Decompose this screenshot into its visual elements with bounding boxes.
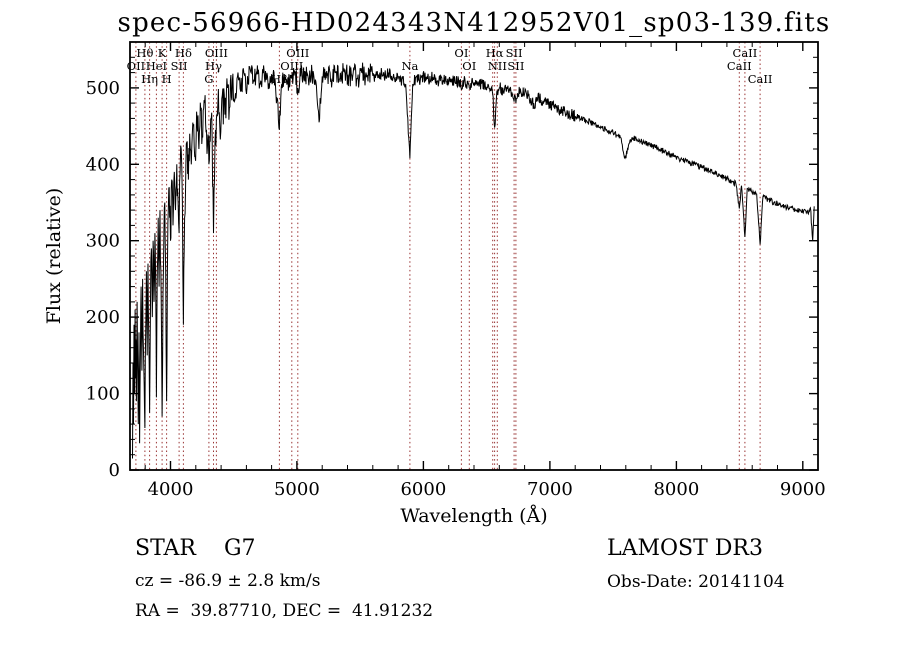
- y-tick-label: 300: [86, 231, 120, 252]
- spectral-line-label: G: [204, 72, 213, 86]
- y-tick-label: 500: [86, 78, 120, 99]
- spectral-line-label: K: [158, 46, 167, 60]
- spectral-line-label: Na: [401, 59, 418, 73]
- spectral-line-label: CaII: [733, 46, 758, 60]
- axis-tick-labels: 4000 5000 6000 7000 8000 9000 0 100 200 300 400 500: [86, 78, 826, 500]
- spectral-line-label: OIII: [286, 46, 309, 60]
- spectral-line-label: HeI: [146, 59, 167, 73]
- x-tick-label: 5000: [274, 479, 320, 500]
- x-tick-label: 4000: [148, 479, 194, 500]
- survey-label: LAMOST DR3: [607, 536, 763, 561]
- y-axis-label: Flux (relative): [43, 188, 65, 325]
- spectrum-plot-canvas: OIIHθHηHeIKHSIIHδGHγOIIIHβOIIIOIIINaOIOI…: [43, 41, 826, 527]
- ra-dec-label: RA = 39.87710, DEC = 41.91232: [135, 601, 434, 621]
- spectral-line-label: OI: [462, 59, 476, 73]
- spectral-line-label: OIII: [205, 46, 228, 60]
- spectral-line-label: OI: [454, 46, 468, 60]
- y-tick-label: 400: [86, 154, 120, 175]
- spectral-line-label: SII: [507, 59, 524, 73]
- spectrum-curve: [132, 62, 815, 459]
- spectral-line-label: Hγ: [205, 59, 222, 73]
- spectral-line-label: SII: [506, 46, 523, 60]
- x-tick-label: 7000: [527, 479, 573, 500]
- y-tick-label: 200: [86, 307, 120, 328]
- spectral-line-label: CaII: [748, 72, 773, 86]
- spectral-line-label: H: [162, 72, 172, 86]
- spectral-line-label: NII: [488, 59, 507, 73]
- y-tick-label: 0: [109, 460, 120, 481]
- x-tick-label: 6000: [400, 479, 446, 500]
- obs-date-label: Obs-Date: 20141104: [607, 572, 785, 592]
- spectral-line-label: Hθ: [136, 46, 153, 60]
- y-tick-label: 100: [86, 384, 120, 405]
- axis-ticks: [130, 41, 818, 471]
- spectral-line-label: Hη: [141, 72, 158, 86]
- spectral-line-label: SII: [171, 59, 188, 73]
- object-class-label: STAR G7: [135, 536, 256, 561]
- spectral-line-label: OIII: [280, 59, 303, 73]
- x-tick-label: 9000: [780, 479, 826, 500]
- x-tick-label: 8000: [653, 479, 699, 500]
- plot-title: spec-56966-HD024343N412952V01_sp03-139.f…: [117, 8, 831, 38]
- spectral-line-label: CaII: [727, 59, 752, 73]
- radial-velocity-label: cz = -86.9 ± 2.8 km/s: [135, 571, 321, 591]
- spectral-line-label: Hα: [486, 46, 504, 60]
- spectral-line-label: OII: [127, 59, 146, 73]
- plot-frame: [129, 41, 819, 471]
- x-axis-label: Wavelength (Å): [400, 505, 547, 527]
- spectral-line-label: Hδ: [175, 46, 192, 60]
- spectral-line-labels: OIIHθHηHeIKHSIIHδGHγOIIIHβOIIIOIIINaOIOI…: [127, 46, 773, 86]
